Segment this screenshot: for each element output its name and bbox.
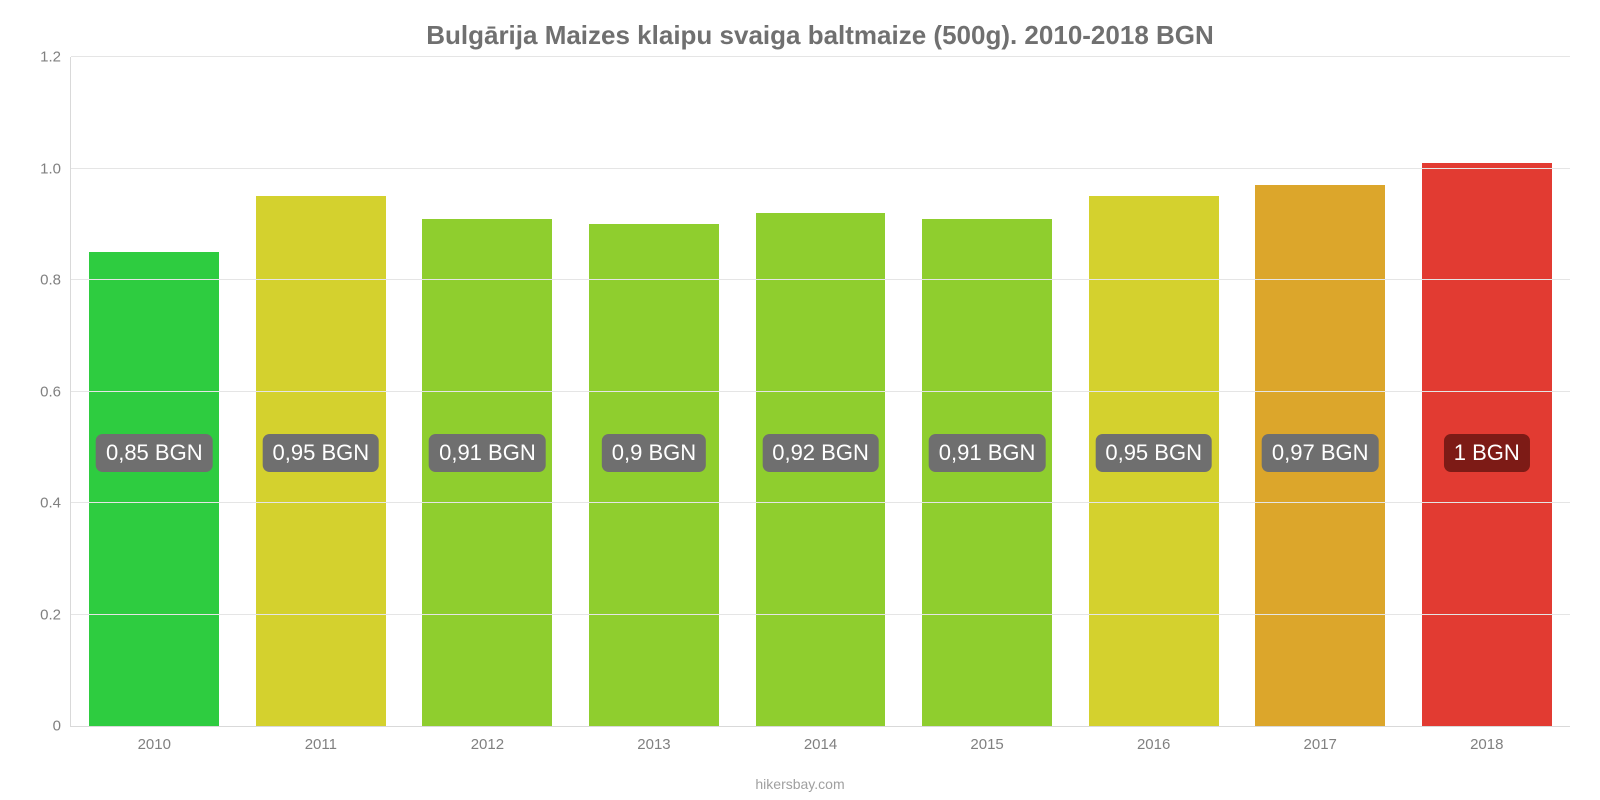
bar	[589, 224, 719, 726]
y-tick-label: 0	[53, 718, 71, 735]
chart-caption: hikersbay.com	[0, 776, 1600, 792]
plot-area: 0,85 BGN20100,95 BGN20110,91 BGN20120,9 …	[70, 57, 1570, 727]
x-tick-label: 2011	[305, 726, 337, 753]
bar-slot: 0,95 BGN2011	[238, 57, 405, 726]
x-tick-label: 2010	[138, 726, 171, 753]
y-tick-label: 1.2	[40, 49, 71, 66]
y-tick-label: 0.8	[40, 272, 71, 289]
y-tick-label: 1.0	[40, 160, 71, 177]
gridline	[71, 168, 1570, 169]
value-badge: 0,91 BGN	[929, 434, 1046, 472]
bar-slot: 1 BGN2018	[1404, 57, 1571, 726]
x-tick-label: 2013	[637, 726, 670, 753]
x-tick-label: 2015	[970, 726, 1003, 753]
bar-slot: 0,85 BGN2010	[71, 57, 238, 726]
value-badge: 0,91 BGN	[429, 434, 546, 472]
bar-slot: 0,91 BGN2015	[904, 57, 1071, 726]
gridline	[71, 279, 1570, 280]
bars-container: 0,85 BGN20100,95 BGN20110,91 BGN20120,9 …	[71, 57, 1570, 726]
bar-chart: Bulgārija Maizes klaipu svaiga baltmaize…	[0, 0, 1600, 800]
x-tick-label: 2014	[804, 726, 837, 753]
gridline	[71, 502, 1570, 503]
bar	[89, 252, 219, 726]
value-badge: 0,95 BGN	[1095, 434, 1212, 472]
bar-slot: 0,91 BGN2012	[404, 57, 571, 726]
value-badge: 1 BGN	[1444, 434, 1530, 472]
x-tick-label: 2017	[1304, 726, 1337, 753]
bar	[922, 219, 1052, 726]
y-tick-label: 0.4	[40, 495, 71, 512]
gridline	[71, 56, 1570, 57]
bar-slot: 0,95 BGN2016	[1070, 57, 1237, 726]
chart-title: Bulgārija Maizes klaipu svaiga baltmaize…	[70, 20, 1570, 51]
gridline	[71, 391, 1570, 392]
bar-slot: 0,92 BGN2014	[737, 57, 904, 726]
x-tick-label: 2018	[1470, 726, 1503, 753]
x-tick-label: 2016	[1137, 726, 1170, 753]
value-badge: 0,97 BGN	[1262, 434, 1379, 472]
value-badge: 0,85 BGN	[96, 434, 213, 472]
value-badge: 0,95 BGN	[263, 434, 380, 472]
bar-slot: 0,97 BGN2017	[1237, 57, 1404, 726]
value-badge: 0,9 BGN	[602, 434, 706, 472]
y-tick-label: 0.6	[40, 383, 71, 400]
y-tick-label: 0.2	[40, 606, 71, 623]
gridline	[71, 614, 1570, 615]
value-badge: 0,92 BGN	[762, 434, 879, 472]
bar	[422, 219, 552, 726]
bar-slot: 0,9 BGN2013	[571, 57, 738, 726]
x-tick-label: 2012	[471, 726, 504, 753]
